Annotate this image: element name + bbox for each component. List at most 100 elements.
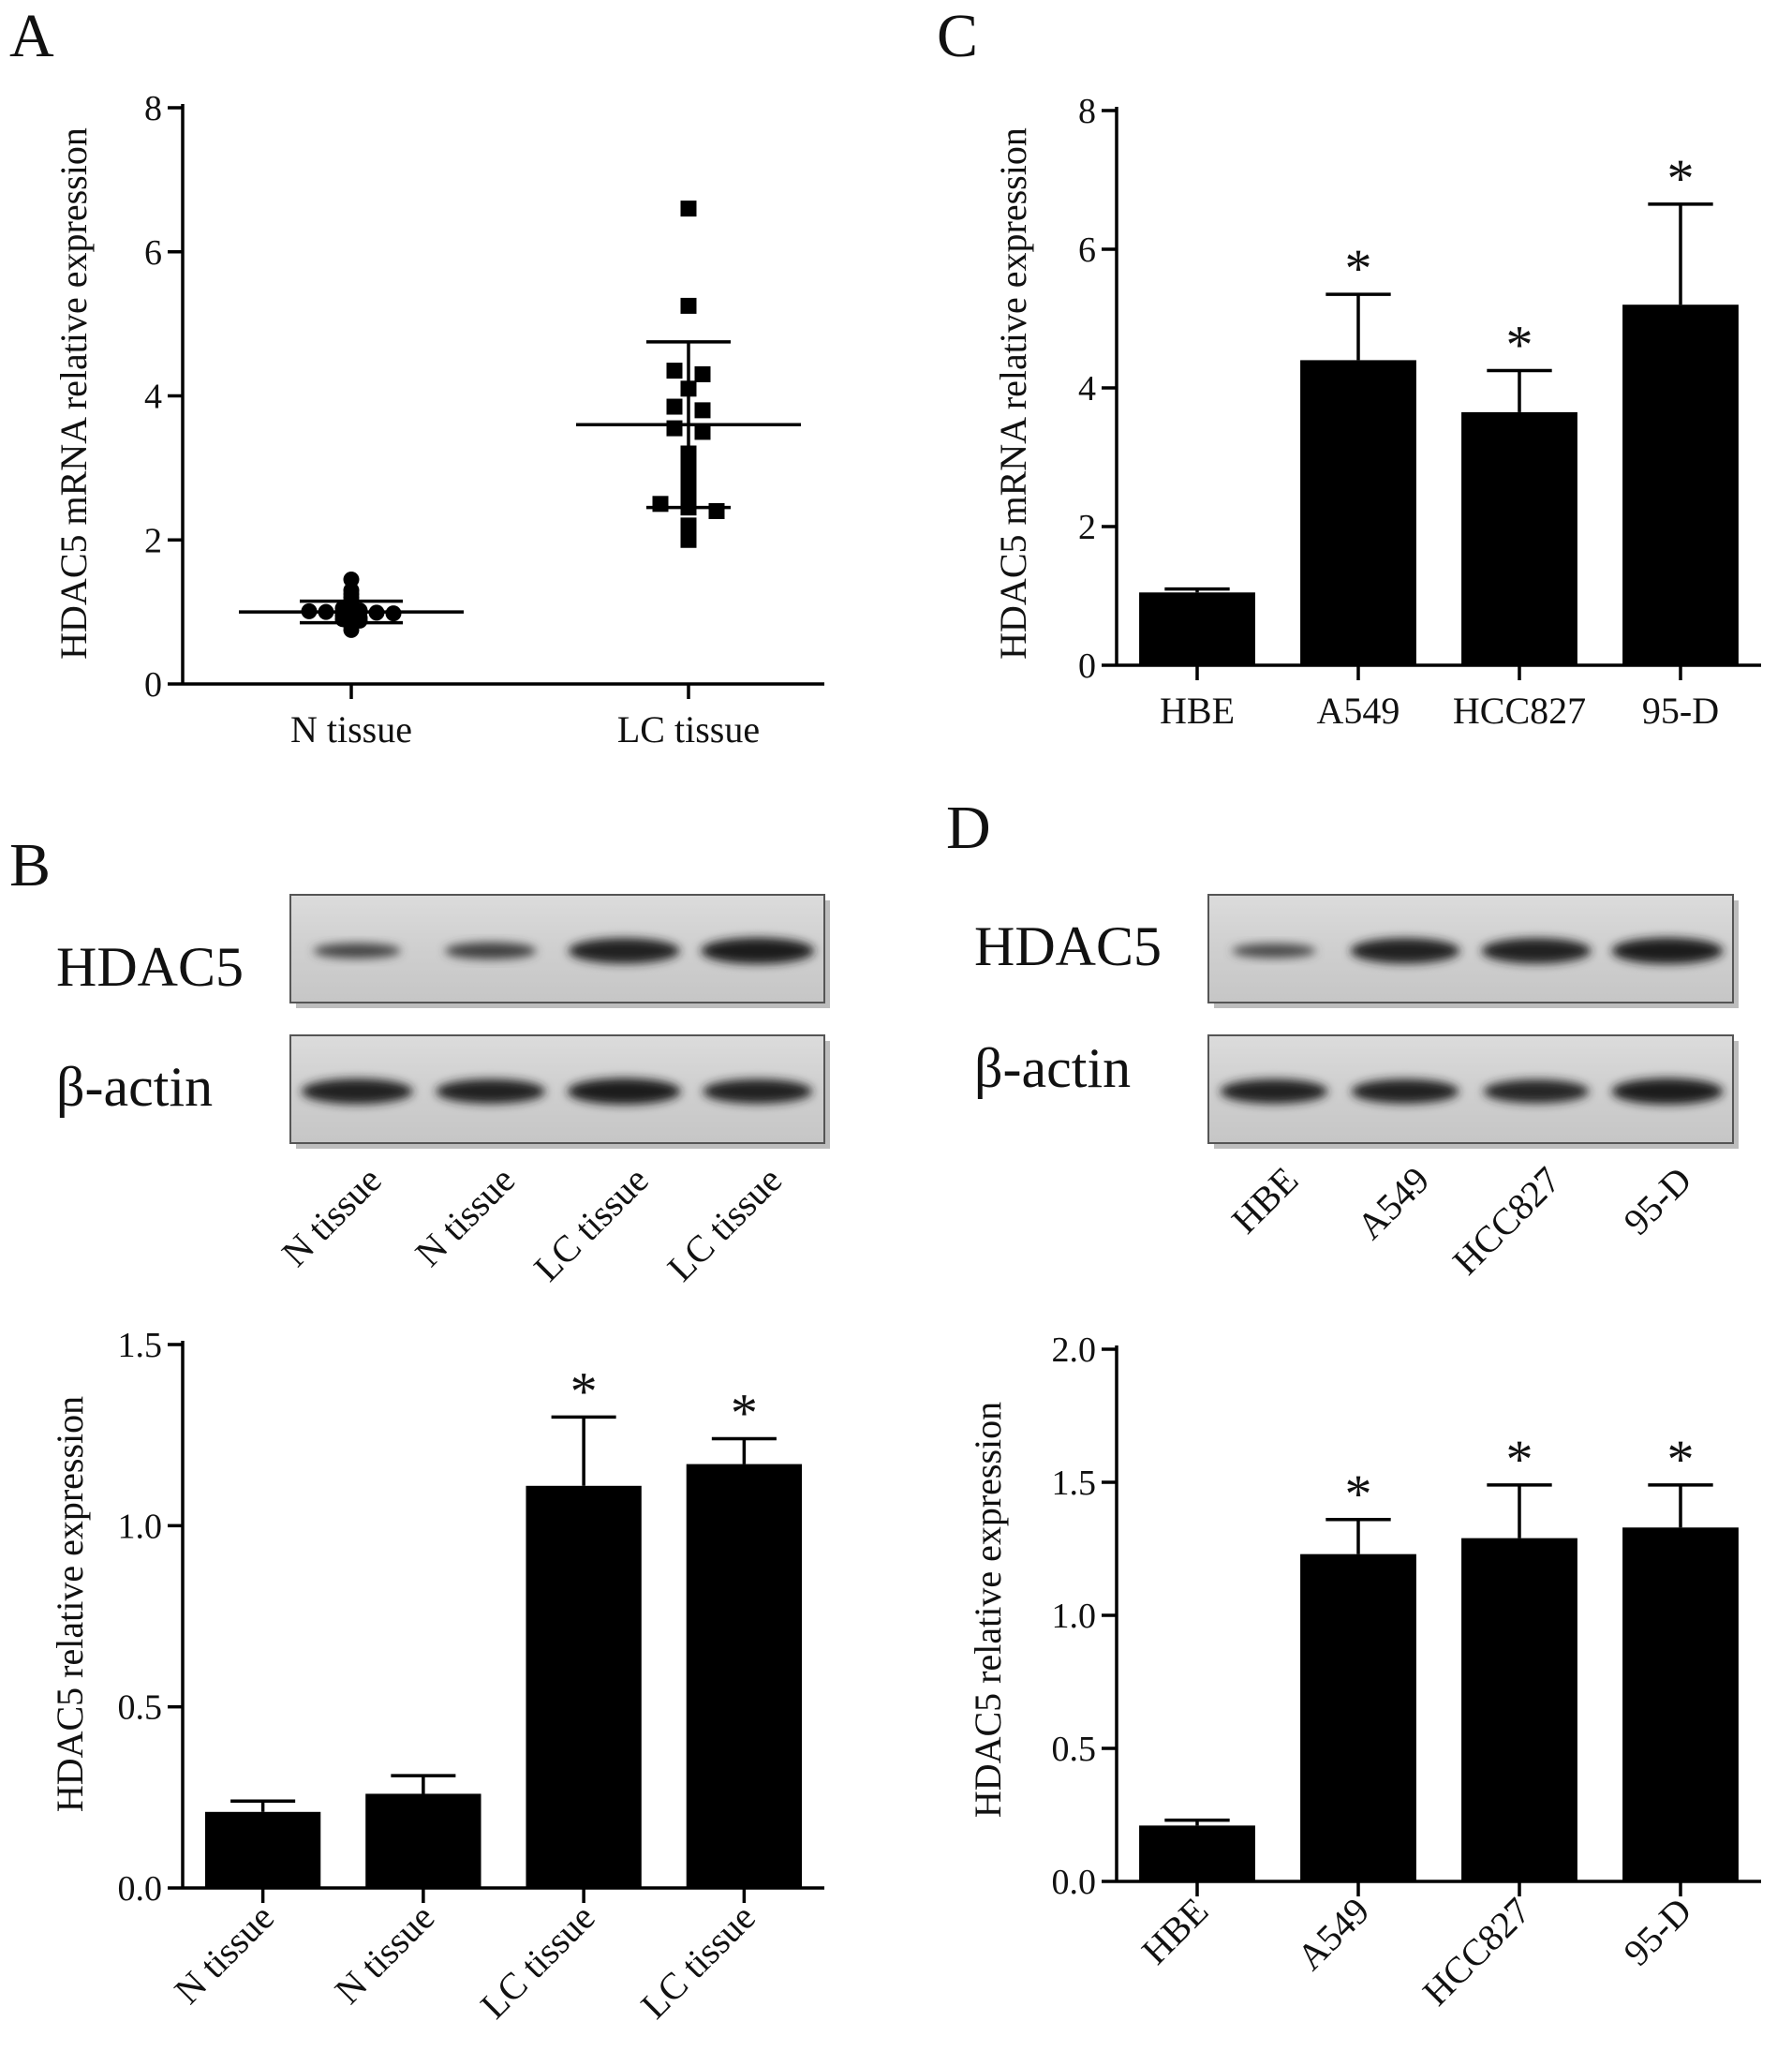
blot-d-band-hdac5-lane-2 [1481, 938, 1592, 964]
chart-a-point-lc-13 [652, 496, 669, 513]
blot-d-band-actin-lane-2 [1483, 1079, 1590, 1104]
panel-label-a: A [9, 2, 54, 70]
chart-a-y-axis-label: HDAC5 mRNA relative expression [52, 127, 95, 660]
western-blot-d: HDAC5 β-actin HBE A549 HCC827 95-D [974, 894, 1739, 1283]
chart-b-x-tick-label-lc-tissue-3: LC tissue [632, 1896, 763, 2027]
chart-a-scatter: HDAC5 mRNA relative expression 0 2 4 6 8 N t… [52, 89, 824, 751]
chart-d-bar-a549-1 [1300, 1553, 1416, 1881]
chart-c-y-tick-label-1: 2 [1078, 508, 1096, 547]
chart-a-x-tick-label-n-tissue: N tissue [290, 708, 412, 751]
blot-d-lane-label-a549-1: A549 [1349, 1159, 1438, 1248]
chart-b-bar: HDAC5 relative expression 0.0 0.5 1.0 1.5 *… [49, 1326, 824, 2027]
chart-c-y-axis-label: HDAC5 mRNA relative expression [992, 127, 1034, 660]
blot-b-band-hdac5-lane-3 [701, 937, 815, 964]
blot-d-band-hdac5-lane-1 [1350, 938, 1460, 964]
chart-d-x-tick-label-hcc827-2: HCC827 [1414, 1890, 1538, 2014]
blot-d-band-hdac5-lane-0 [1232, 944, 1316, 959]
chart-b-bar-lc-tissue-3 [686, 1464, 803, 1888]
chart-a-y-tick-label-4: 8 [144, 89, 162, 128]
blot-b-band-hdac5-lane-0 [313, 943, 401, 959]
chart-a-point-n-20 [343, 621, 360, 638]
blot-d-lane-label-hbe-0: HBE [1223, 1159, 1306, 1241]
blot-d-lane-label-hcc827-2: HCC827 [1444, 1159, 1568, 1283]
chart-a-point-lc-3 [694, 365, 711, 382]
blot-d-row-label-hdac5: HDAC5 [974, 915, 1162, 977]
blot-b-row-label-beta-actin: β-actin [56, 1056, 213, 1118]
chart-d-x-tick-label-95-d-3: 95-D [1615, 1890, 1699, 1974]
chart-a-point-lc-8 [694, 424, 711, 440]
blot-b-lane-label-lc-tissue-2: LC tissue [526, 1159, 656, 1289]
chart-b-bar-n-tissue-0 [204, 1811, 321, 1888]
chart-c-x-tick-label-95-d-3: 95-D [1642, 690, 1719, 732]
chart-c-bar-hbe-0 [1139, 592, 1255, 665]
blot-b-band-actin-lane-3 [703, 1078, 813, 1104]
chart-c-significance-marker-1: * [1345, 238, 1372, 299]
chart-b-y-tick-label-2: 1.0 [118, 1507, 163, 1546]
chart-c-y-tick-label-0: 0 [1078, 647, 1096, 686]
chart-a-y-tick-label-2: 4 [144, 378, 162, 417]
blot-b-band-actin-lane-1 [436, 1078, 546, 1104]
chart-a-point-lc-5 [666, 398, 683, 415]
chart-d-bar-95-d-3 [1622, 1527, 1739, 1881]
chart-a-point-lc-1 [680, 297, 697, 314]
chart-d-significance-marker-3: * [1667, 1429, 1695, 1490]
western-blot-b: HDAC5 β-actin N tissue N tissue LC tissue L… [56, 894, 830, 1289]
chart-a-point-lc-6 [694, 402, 711, 419]
chart-b-y-tick-label-1: 0.5 [118, 1688, 163, 1728]
panel-label-d: D [946, 794, 991, 862]
chart-a-point-lc-15 [708, 503, 725, 519]
chart-d-y-tick-label-1: 0.5 [1052, 1730, 1097, 1769]
chart-d-y-axis-label: HDAC5 relative expression [967, 1402, 1009, 1818]
chart-a-point-lc-16 [680, 517, 697, 534]
chart-d-bar-hbe-0 [1139, 1825, 1255, 1881]
blot-d-band-actin-lane-1 [1351, 1078, 1459, 1104]
chart-a-y-tick-label-0: 0 [144, 665, 162, 705]
blot-b-lane-label-lc-tissue-3: LC tissue [659, 1159, 790, 1289]
chart-b-x-tick-label-lc-tissue-2: LC tissue [472, 1896, 602, 2027]
chart-c-significance-marker-2: * [1506, 315, 1533, 376]
blot-b-band-actin-lane-0 [301, 1078, 413, 1105]
chart-b-y-tick-label-0: 0.0 [118, 1869, 163, 1909]
blot-d-band-actin-lane-3 [1611, 1078, 1724, 1105]
chart-c-bar-a549-1 [1300, 360, 1416, 665]
chart-c-y-tick-label-2: 4 [1078, 369, 1096, 409]
chart-b-x-tick-label-n-tissue-0: N tissue [166, 1896, 282, 2013]
chart-d-y-tick-label-0: 0.0 [1052, 1863, 1097, 1902]
panel-label-c: C [937, 2, 978, 70]
chart-b-x-tick-label-n-tissue-1: N tissue [326, 1896, 442, 2013]
chart-a-y-tick-label-1: 2 [144, 521, 162, 560]
chart-d-significance-marker-1: * [1345, 1464, 1372, 1524]
chart-c-significance-marker-3: * [1667, 148, 1695, 209]
blot-b-lane-label-n-tissue-0: N tissue [274, 1159, 390, 1275]
blot-d-row-label-beta-actin: β-actin [974, 1037, 1131, 1099]
chart-c-y-tick-label-4: 8 [1078, 92, 1096, 131]
chart-c-bar-95-d-3 [1622, 305, 1739, 665]
chart-b-y-tick-label-3: 1.5 [118, 1326, 163, 1365]
blot-b-band-hdac5-lane-1 [444, 942, 537, 959]
chart-b-significance-marker-3: * [731, 1383, 758, 1444]
chart-d-bar-hcc827-2 [1461, 1538, 1577, 1881]
chart-a-point-lc-0 [680, 201, 697, 217]
blot-d-band-hdac5-lane-3 [1611, 937, 1724, 964]
chart-c-bar-hcc827-2 [1461, 411, 1577, 665]
chart-d-x-tick-label-hbe-0: HBE [1133, 1890, 1216, 1972]
blot-b-band-hdac5-lane-2 [568, 938, 680, 964]
chart-b-significance-marker-2: * [570, 1360, 598, 1421]
chart-d-significance-marker-2: * [1506, 1429, 1533, 1490]
chart-c-y-tick-label-3: 6 [1078, 230, 1096, 270]
chart-d-y-tick-label-3: 1.5 [1052, 1464, 1097, 1503]
blot-b-row-label-hdac5: HDAC5 [56, 936, 244, 998]
panel-label-b: B [9, 831, 51, 899]
chart-a-point-lc-7 [666, 420, 683, 437]
chart-a-point-lc-2 [666, 363, 683, 379]
chart-d-y-tick-label-2: 1.0 [1052, 1597, 1097, 1636]
chart-c-bar: HDAC5 mRNA relative expression 0 2 4 6 8 * * *… [992, 92, 1761, 732]
chart-a-y-tick-label-3: 6 [144, 233, 162, 273]
chart-d-bar: HDAC5 relative expression 0.0 0.5 1.0 1.5 2.… [967, 1330, 1761, 2014]
blot-b-lane-label-n-tissue-1: N tissue [407, 1159, 523, 1275]
chart-d-x-tick-label-a549-1: A549 [1289, 1890, 1378, 1979]
blot-b-band-actin-lane-2 [567, 1078, 681, 1105]
chart-a-x-tick-label-lc-tissue: LC tissue [617, 708, 760, 751]
blot-d-lane-label-95-d-3: 95-D [1615, 1159, 1699, 1243]
